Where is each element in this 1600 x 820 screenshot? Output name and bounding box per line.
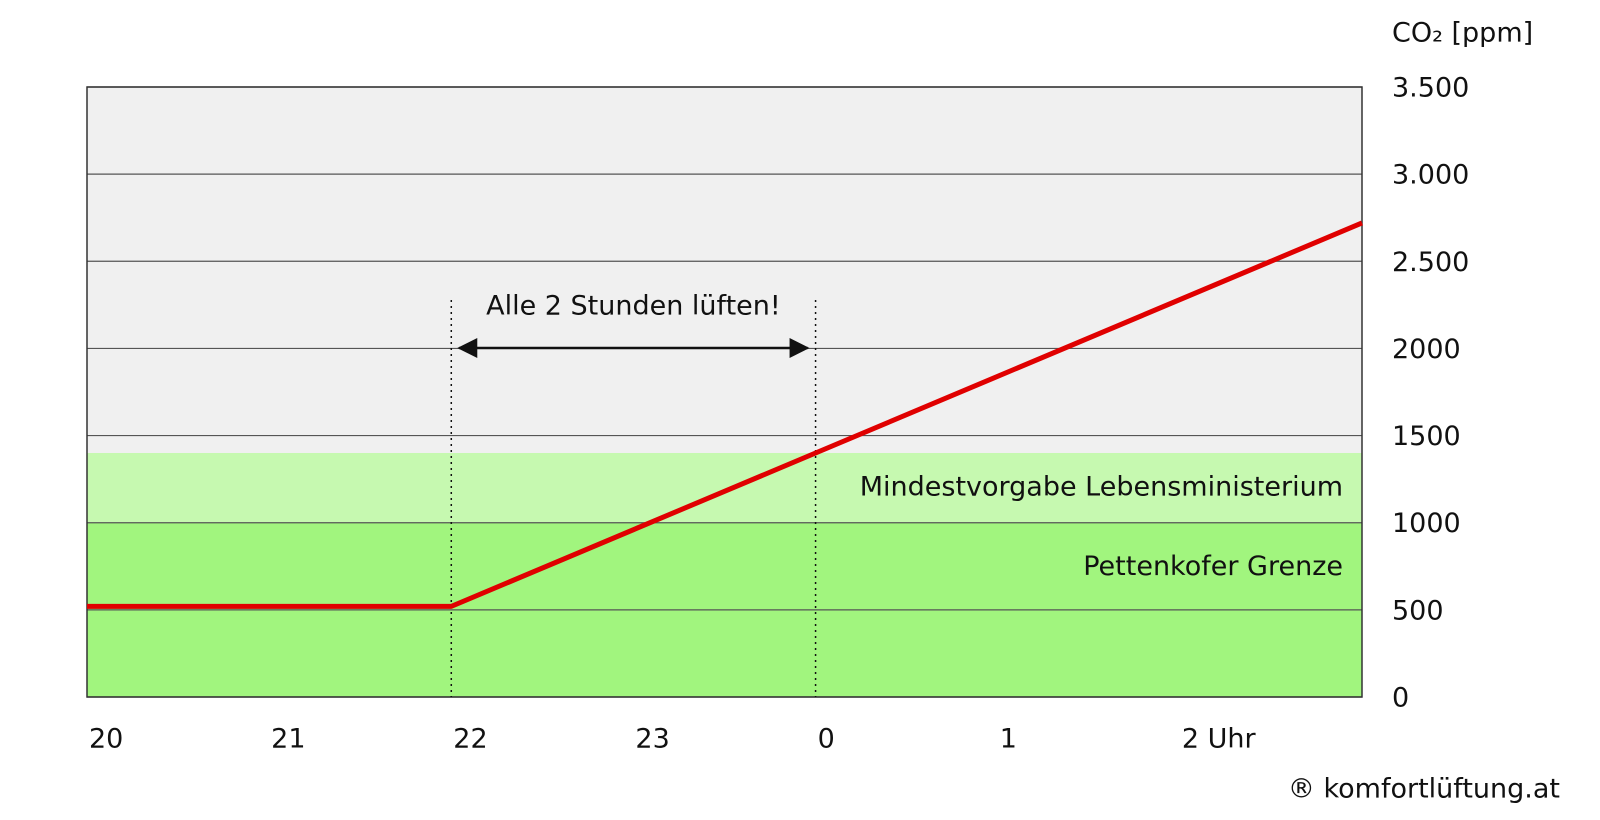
x-tick-label: 2 Uhr: [1182, 724, 1257, 755]
band-label: Mindestvorgabe Lebensministerium: [860, 471, 1343, 502]
y-tick-label: 1500: [1392, 421, 1461, 452]
y-tick-label: 2000: [1392, 334, 1461, 365]
x-tick-label: 22: [453, 724, 487, 755]
y-tick-label: 3.000: [1392, 160, 1469, 191]
band: [87, 453, 1362, 523]
x-tick-label: 20: [89, 724, 123, 755]
x-tick-label: 1: [1000, 724, 1017, 755]
annotation-text: Alle 2 Stunden lüften!: [486, 291, 781, 322]
data-line: [87, 220, 1363, 609]
y-tick-label: 500: [1392, 595, 1444, 626]
plot-frame: [86, 86, 1363, 698]
y-tick-label: 3.500: [1392, 73, 1469, 104]
y-tick-label: 2.500: [1392, 247, 1469, 278]
x-tick-label: 0: [818, 724, 835, 755]
y-tick-label: 1000: [1392, 508, 1461, 539]
credit: ® komfortlüftung.at: [1288, 774, 1560, 805]
y-tick-label: 0: [1392, 683, 1409, 714]
x-tick-label: 21: [271, 724, 305, 755]
x-tick-label: 23: [635, 724, 669, 755]
y-axis-label: CO₂ [ppm]: [1392, 18, 1533, 49]
band-label: Pettenkofer Grenze: [1083, 551, 1343, 582]
